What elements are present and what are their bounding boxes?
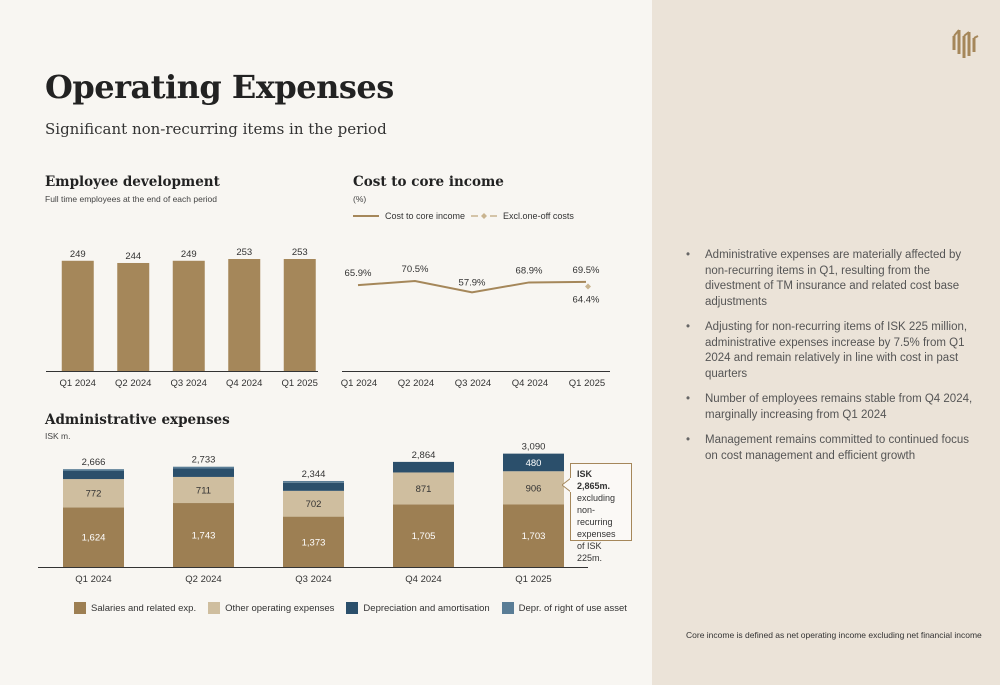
cost-data-label: 70.5% [402, 264, 429, 275]
admin-tick-label: Q1 2024 [75, 574, 111, 585]
footnote: Core income is defined as net operating … [686, 630, 982, 640]
admin-total-label: 2,666 [82, 457, 106, 468]
admin-segment-label: 871 [416, 484, 432, 495]
legend-excl-label: Excl.one-off costs [503, 211, 574, 221]
admin-tick-label: Q1 2025 [515, 574, 551, 585]
legend-label: Depr. of right of use asset [519, 603, 627, 614]
employee-tick-label: Q2 2024 [115, 378, 151, 389]
employee-title: Employee development [45, 174, 220, 190]
cost-subtitle: (%) [353, 194, 366, 204]
employee-bar [62, 261, 94, 371]
admin-segment-label: 480 [526, 458, 542, 469]
admin-title: Administrative expenses [45, 412, 230, 428]
legend-item-other: Other operating expenses [208, 602, 334, 614]
admin-tick-label: Q3 2024 [295, 574, 331, 585]
admin-total-label: 2,864 [412, 450, 436, 461]
admin-total-label: 2,733 [192, 455, 216, 466]
cost-tick-label: Q4 2024 [512, 378, 548, 389]
legend-line-icon [353, 213, 379, 219]
cost-data-label: 65.9% [345, 268, 372, 279]
legend-item-depr: Depreciation and amortisation [346, 602, 489, 614]
cost-excl-label: 64.4% [573, 294, 600, 305]
cost-data-label: 57.9% [459, 277, 486, 288]
employee-bar [117, 263, 149, 371]
cost-legend: Cost to core income Excl.one-off costs [353, 211, 574, 221]
employee-tick-label: Q4 2024 [226, 378, 262, 389]
employee-bar [228, 259, 260, 371]
admin-segment-label: 1,703 [522, 531, 546, 542]
admin-bar-segment [63, 471, 124, 479]
employee-tick-label: Q1 2024 [60, 378, 96, 389]
admin-segment-label: 711 [196, 485, 211, 496]
employee-value-label: 249 [70, 249, 86, 260]
admin-total-label: 2,344 [302, 469, 326, 480]
admin-bar-segment [63, 469, 124, 471]
employee-value-label: 253 [292, 247, 308, 258]
admin-total-label: 3,090 [522, 442, 546, 453]
admin-segment-label: 1,624 [82, 533, 106, 544]
cost-tick-label: Q3 2024 [455, 378, 491, 389]
cost-data-label: 69.5% [573, 265, 600, 276]
bullet-list: Administrative expenses are materially a… [686, 248, 976, 474]
callout-text: excluding non-recurring expenses of ISK … [577, 493, 616, 563]
callout-box: ISK 2,865m. excluding non-recurring expe… [570, 463, 632, 541]
legend-label: Other operating expenses [225, 603, 334, 614]
admin-tick-label: Q4 2024 [405, 574, 441, 585]
cost-tick-label: Q1 2024 [341, 378, 377, 389]
cost-title: Cost to core income [353, 174, 504, 190]
employee-subtitle: Full time employees at the end of each p… [45, 194, 217, 204]
bullet-item: Administrative expenses are materially a… [686, 248, 976, 310]
admin-segment-label: 772 [86, 489, 102, 500]
bullet-item: Adjusting for non-recurring items of ISK… [686, 320, 976, 382]
admin-legend: Salaries and related exp. Other operatin… [74, 602, 627, 614]
employee-value-label: 249 [181, 249, 197, 260]
legend-label: Depreciation and amortisation [363, 603, 489, 614]
employee-bar [173, 261, 205, 371]
legend-item-rou: Depr. of right of use asset [502, 602, 627, 614]
admin-segment-label: 906 [526, 483, 542, 494]
bullet-item: Management remains committed to continue… [686, 433, 976, 464]
admin-segment-label: 702 [306, 499, 322, 510]
admin-segment-label: 1,373 [302, 537, 326, 548]
employee-tick-label: Q3 2024 [171, 378, 207, 389]
employee-chart: 249 Q1 2024 244 Q2 2024 249 Q3 2024 253 Q4 2024… [40, 235, 325, 395]
admin-bar-segment [173, 467, 234, 469]
bullet-item: Number of employees remains stable from … [686, 392, 976, 423]
employee-tick-label: Q1 2025 [282, 378, 318, 389]
legend-label: Salaries and related exp. [91, 603, 196, 614]
admin-bar-segment [173, 469, 234, 477]
page-subtitle: Significant non-recurring items in the p… [45, 120, 387, 138]
admin-segment-label: 1,705 [412, 531, 436, 542]
cost-tick-label: Q2 2024 [398, 378, 434, 389]
callout-pointer-icon [562, 478, 571, 492]
admin-bar-segment [283, 483, 344, 491]
cost-excl-marker [585, 283, 591, 289]
legend-line-label: Cost to core income [385, 211, 465, 221]
admin-bar-segment [283, 481, 344, 483]
cost-data-label: 68.9% [516, 265, 543, 276]
cost-tick-label: Q1 2025 [569, 378, 605, 389]
admin-tick-label: Q2 2024 [185, 574, 221, 585]
legend-dash-diamond-icon [471, 212, 497, 220]
admin-chart: 1,624 772 2,666 Q1 2024 1,743 711 2,733 Q2 2024… [38, 440, 590, 590]
callout-bold: ISK 2,865m. [577, 469, 610, 491]
admin-bar-segment [393, 462, 454, 473]
legend-item-salaries: Salaries and related exp. [74, 602, 196, 614]
page-title: Operating Expenses [45, 68, 394, 106]
cost-chart: 65.9% 70.5% 57.9% 68.9% 69.5% 64.4% Q1 2024 Q2 … [340, 235, 620, 395]
employee-bar [284, 259, 316, 371]
employee-value-label: 253 [236, 247, 252, 258]
admin-segment-label: 1,743 [192, 531, 216, 542]
employee-value-label: 244 [125, 251, 141, 262]
company-logo-icon [952, 26, 980, 62]
